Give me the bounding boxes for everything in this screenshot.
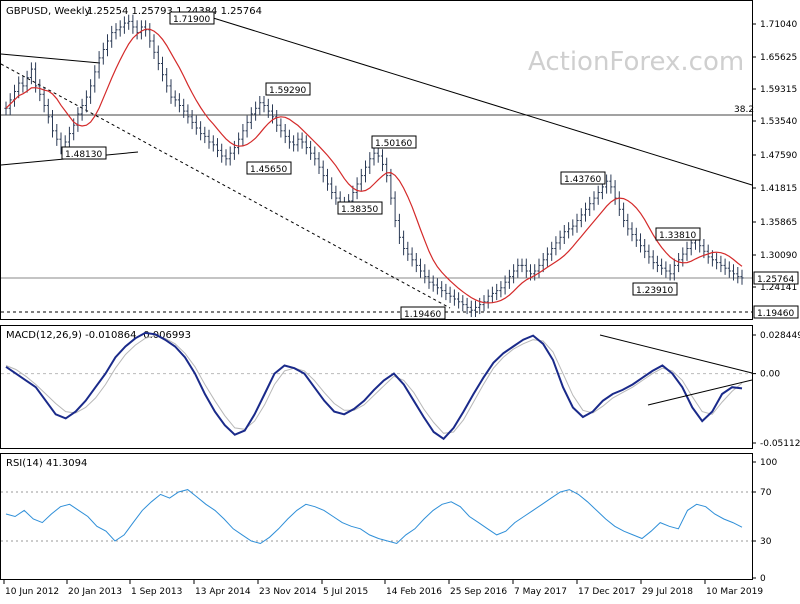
price-annotation-label: 1.59290 — [269, 86, 306, 96]
triangle-upper-line — [0, 53, 101, 64]
last-price-label: 1.25764 — [757, 275, 794, 285]
rsi-line — [5, 489, 743, 545]
price-y-tick-label: 1.30090 — [760, 251, 797, 261]
price-bars — [4, 14, 744, 317]
price-annotation-box — [400, 306, 446, 320]
price-y-tick-label: 1.59315 — [760, 85, 797, 95]
support-price-box — [753, 305, 799, 319]
rsi-y-tick-label: 100 — [760, 458, 777, 468]
fib-38-label: 38.2 — [734, 105, 754, 115]
macd-lines — [1, 331, 752, 441]
macd-y-tick-label: 0.028449 — [760, 331, 800, 341]
price-annotation-box — [560, 171, 606, 185]
rsi-y-tick-label: 30 — [760, 537, 772, 547]
price-annotation-box — [265, 82, 311, 96]
x-tick-label: 14 Feb 2016 — [386, 587, 442, 597]
price-annotation-label: 1.50160 — [375, 139, 412, 149]
price-panel — [0, 0, 753, 320]
price-annotation-box — [61, 146, 107, 160]
macd-triangle-upper — [599, 334, 753, 374]
macd-y-axis: 0.028449 0.00 -0.051125 — [752, 331, 800, 449]
last-price-box — [753, 271, 799, 285]
rsi-panel — [0, 453, 753, 580]
price-annotation-box — [169, 11, 215, 25]
x-tick-label: 17 Dec 2017 — [578, 587, 636, 597]
macd-y-tick-label: -0.051125 — [760, 439, 800, 449]
macd-line — [5, 331, 743, 441]
price-annotation-box — [337, 201, 383, 215]
price-annotation-label: 1.38350 — [341, 205, 378, 215]
price-title: GBPUSD, Weekly — [6, 6, 91, 17]
price-annotation-label: 1.45650 — [250, 165, 287, 175]
x-tick-label: 13 Apr 2014 — [195, 587, 251, 597]
x-tick-label: 7 May 2017 — [514, 587, 567, 597]
x-tick-label: 20 Jan 2013 — [68, 587, 122, 597]
price-annotation-box — [246, 161, 292, 175]
price-annotation-label: 1.33810 — [659, 231, 696, 241]
rsi-y-axis: 100 70 30 0 — [752, 458, 777, 584]
macd-triangle-lower — [647, 379, 753, 406]
price-annotation-box — [655, 227, 701, 241]
price-moving-average-line — [5, 28, 743, 304]
price-y-tick-label: 1.53540 — [760, 117, 797, 127]
price-y-tick-label: 1.41815 — [760, 184, 797, 194]
long-downtrend-line — [209, 16, 753, 186]
macd-signal-line — [5, 335, 743, 434]
price-y-tick-label: 1.24141 — [760, 283, 797, 293]
x-tick-label: 25 Sep 2016 — [450, 587, 507, 597]
price-y-tick-label: 1.71040 — [760, 20, 797, 30]
macd-y-tick-label: 0.00 — [760, 370, 780, 380]
price-annotation-box — [371, 135, 417, 149]
x-tick-label: 23 Nov 2014 — [259, 587, 317, 597]
price-y-tick-label: 1.65625 — [760, 53, 797, 63]
macd-title: MACD(12,26,9) -0.010864 -0.006993 — [6, 330, 191, 341]
price-moving-average — [5, 28, 743, 304]
price-annotation-label: 1.48130 — [65, 150, 102, 160]
price-y-tick-label: 1.47590 — [760, 151, 797, 161]
dashed-trend-line — [0, 63, 451, 309]
x-tick-label: 10 Jun 2012 — [5, 587, 59, 597]
x-axis: 10 Jun 2012 20 Jan 2013 1 Sep 2013 13 Apr 2… — [3, 580, 763, 597]
price-y-tick-label: 1.35865 — [760, 218, 797, 228]
support-price-label: 1.19460 — [757, 309, 794, 319]
price-annotation-label: 1.19460 — [404, 310, 441, 320]
rsi-lines — [5, 489, 743, 545]
rsi-title: RSI(14) 41.3094 — [6, 458, 87, 469]
price-y-axis: 1.71040 1.65625 1.59315 1.53540 1.47590 1.418… — [752, 20, 797, 293]
price-annotation-label: 1.23910 — [636, 286, 673, 296]
x-tick-label: 10 Mar 2019 — [706, 587, 763, 597]
rsi-y-tick-label: 0 — [760, 574, 766, 584]
rsi-y-tick-label: 70 — [760, 488, 772, 498]
price-annotation-label: 1.43760 — [564, 175, 601, 185]
x-tick-label: 1 Sep 2013 — [131, 587, 182, 597]
price-annotation-label: 1.71900 — [173, 15, 210, 25]
price-annotations: 1.71900 1.59290 1.50160 1.45650 1.38350 1.481… — [61, 11, 701, 320]
price-annotation-box — [632, 282, 678, 296]
x-tick-label: 29 Jul 2018 — [642, 587, 693, 597]
x-tick-label: 5 Jul 2015 — [323, 587, 368, 597]
watermark: ActionForex.com — [528, 47, 744, 77]
